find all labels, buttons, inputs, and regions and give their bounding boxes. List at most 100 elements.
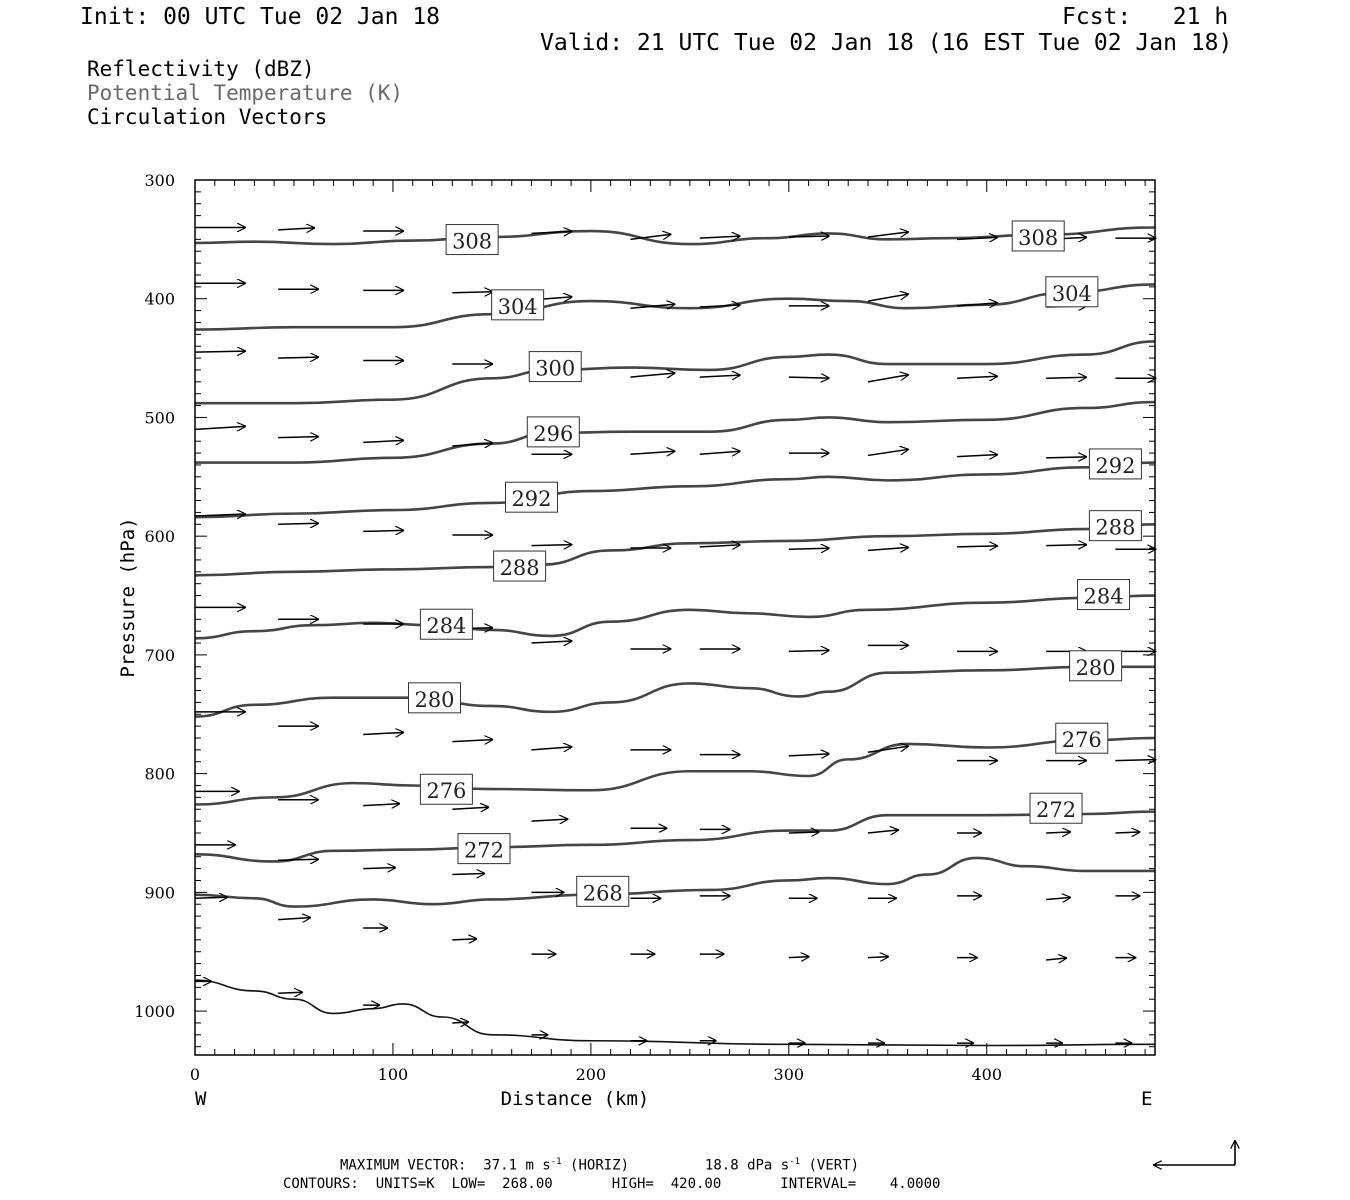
- circulation-vector: [278, 228, 314, 230]
- theta-contour-line: [194, 226, 1156, 246]
- circulation-vector: [363, 868, 395, 869]
- circulation-vector: [531, 747, 571, 750]
- circulation-vector: [957, 376, 997, 378]
- contour-label-box: [1055, 722, 1109, 754]
- contour-label-text: 280: [1076, 656, 1116, 680]
- contour-label-box: [1088, 510, 1142, 542]
- reference-vector-icon: [1154, 1141, 1235, 1165]
- theta-contour-line: [194, 594, 1156, 640]
- x-tick-label: 200: [576, 1065, 607, 1084]
- circulation-vector: [531, 231, 571, 233]
- contours-info-label: CONTOURS: UNITS=K LOW= 268.00 HIGH= 420.…: [283, 1176, 941, 1192]
- contour-label-text: 288: [500, 556, 540, 580]
- plot-frame: [194, 179, 1156, 1056]
- circulation-vector: [1046, 377, 1086, 378]
- circulation-vector: [1046, 545, 1086, 546]
- contour-label-box: [1029, 792, 1083, 824]
- contour-label-text: 272: [464, 839, 504, 863]
- contour-label-text: 288: [1095, 516, 1135, 540]
- theta-contour-line: [194, 340, 1156, 405]
- circulation-vector: [788, 832, 819, 833]
- contour-label-box: [491, 289, 545, 321]
- theta-contour-line: [194, 979, 1156, 1047]
- contour-label-box: [1088, 448, 1142, 480]
- circulation-vector: [699, 305, 740, 307]
- theta-contour-line: [194, 810, 1156, 863]
- contour-label-text: 284: [426, 614, 466, 638]
- circulation-vector: [788, 754, 829, 756]
- circulation-vector: [452, 1022, 468, 1023]
- contour-label-text: 308: [452, 230, 492, 254]
- circulation-vector: [452, 292, 492, 293]
- contour-label-text: 308: [1018, 226, 1058, 250]
- contour-label-box: [504, 481, 558, 513]
- contour-label-box: [528, 351, 582, 383]
- y-tick-label: 500: [144, 408, 175, 427]
- circulation-vector: [363, 440, 403, 442]
- circulation-vector: [278, 859, 318, 860]
- theta-contour-line: [194, 856, 1155, 908]
- circulation-vector: [1046, 958, 1066, 960]
- contour-label-text: 292: [1095, 454, 1135, 478]
- circulation-vector: [867, 294, 908, 302]
- contour-labels: 308 308 304 304 300 296 292 292 288 288 284 284 280 2…: [408, 220, 1142, 907]
- contour-label-text: 280: [414, 688, 454, 712]
- x-tick-label: 400: [971, 1065, 1002, 1084]
- circulation-vector: [531, 641, 571, 643]
- contour-label-box: [1011, 220, 1065, 252]
- circulation-vector: [957, 237, 997, 239]
- init-time-label: Init: 00 UTC Tue 02 Jan 18: [80, 4, 441, 30]
- circulation-vector: [531, 545, 571, 546]
- contour-label-text: 272: [1036, 798, 1076, 822]
- contour-label-box: [493, 550, 547, 582]
- circulation-vector: [867, 746, 908, 753]
- contour-label-text: 276: [426, 779, 466, 803]
- contour-label-text: 292: [511, 487, 551, 511]
- y-axis-label: Pressure (hPa): [117, 517, 139, 677]
- y-tick-label: 1000: [134, 1002, 175, 1021]
- circulation-vector: [630, 451, 674, 454]
- circulation-vector: [788, 548, 829, 549]
- theta-contour-line: [194, 283, 1156, 331]
- contour-label-box: [526, 416, 580, 448]
- theta-contour-line: [194, 523, 1156, 577]
- circulation-vector: [278, 437, 318, 438]
- contour-label-box: [408, 682, 462, 714]
- theta-contour-line: [194, 400, 1156, 464]
- circulation-vector: [363, 530, 403, 531]
- y-tick-label: 700: [144, 646, 175, 665]
- x-tick-label: 100: [378, 1065, 409, 1084]
- circulation-vector: [531, 819, 567, 821]
- theta-contour-line: [194, 461, 1156, 519]
- circulation-vector: [867, 957, 888, 958]
- circulation-vector: [957, 303, 997, 306]
- circulation-vector: [788, 957, 809, 958]
- circulation-vector: [1046, 832, 1070, 833]
- theta-contour-line: [194, 665, 1155, 718]
- circulation-vector: [630, 234, 670, 241]
- contour-label-box: [1045, 276, 1099, 308]
- circulation-vector: [452, 443, 492, 446]
- circulation-vector: [1046, 897, 1070, 899]
- contour-label-text: 304: [498, 295, 538, 319]
- circulation-vector: [194, 514, 245, 516]
- legend-potential-temperature: Potential Temperature (K): [87, 81, 404, 105]
- circulation-vector: [452, 807, 488, 809]
- contour-label-text: 276: [1062, 728, 1102, 752]
- legend-reflectivity: Reflectivity (dBZ): [87, 57, 315, 81]
- circulation-vector: [278, 992, 302, 993]
- y-tick-label: 800: [144, 765, 175, 784]
- contour-label-box: [1077, 579, 1131, 611]
- contour-label-box: [419, 608, 473, 640]
- circulation-vector: [630, 373, 674, 377]
- contour-label-text: 284: [1083, 585, 1123, 609]
- circulation-vector: [1115, 760, 1155, 761]
- x-tick-label: 300: [774, 1065, 805, 1084]
- y-tick-label: 600: [144, 527, 175, 546]
- circulation-vector: [1115, 832, 1139, 833]
- circulation-vector: [867, 232, 908, 238]
- circulation-vectors: [194, 227, 1155, 1043]
- axis-ticks: 0 100 200 300 400 300 400 500 600 700 800 900 1000: [134, 171, 1155, 1084]
- west-label: W: [195, 1088, 207, 1110]
